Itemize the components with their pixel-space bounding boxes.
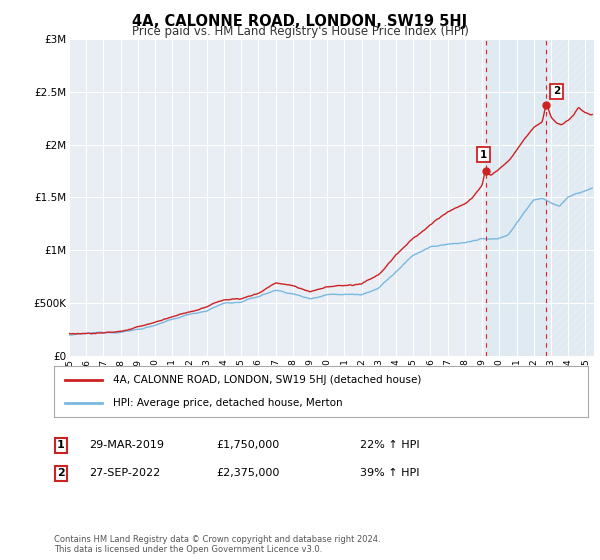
Text: 1: 1 xyxy=(57,440,65,450)
Text: 4A, CALONNE ROAD, LONDON, SW19 5HJ (detached house): 4A, CALONNE ROAD, LONDON, SW19 5HJ (deta… xyxy=(113,375,421,385)
Text: 2: 2 xyxy=(553,86,560,96)
Text: 29-MAR-2019: 29-MAR-2019 xyxy=(89,440,164,450)
Text: 39% ↑ HPI: 39% ↑ HPI xyxy=(360,468,419,478)
Text: 22% ↑ HPI: 22% ↑ HPI xyxy=(360,440,419,450)
Text: £1,750,000: £1,750,000 xyxy=(216,440,279,450)
Bar xyxy=(547,39,594,356)
Text: 27-SEP-2022: 27-SEP-2022 xyxy=(89,468,160,478)
Text: 4A, CALONNE ROAD, LONDON, SW19 5HJ: 4A, CALONNE ROAD, LONDON, SW19 5HJ xyxy=(133,14,467,29)
Bar xyxy=(486,39,547,356)
Text: £2,375,000: £2,375,000 xyxy=(216,468,280,478)
Text: 1: 1 xyxy=(480,150,487,160)
Text: 2: 2 xyxy=(57,468,65,478)
Text: HPI: Average price, detached house, Merton: HPI: Average price, detached house, Mert… xyxy=(113,398,343,408)
Text: Contains HM Land Registry data © Crown copyright and database right 2024.
This d: Contains HM Land Registry data © Crown c… xyxy=(54,535,380,554)
Text: Price paid vs. HM Land Registry's House Price Index (HPI): Price paid vs. HM Land Registry's House … xyxy=(131,25,469,38)
